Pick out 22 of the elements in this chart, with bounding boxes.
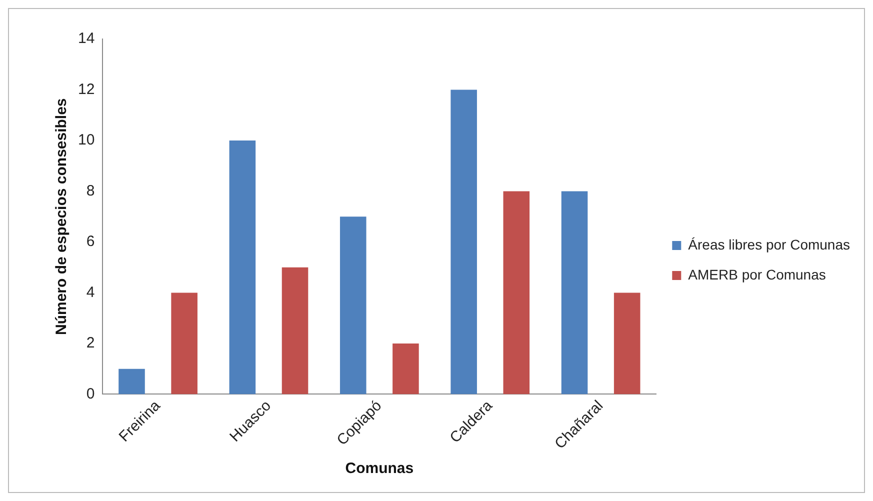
y-tick-label: 10 bbox=[78, 132, 95, 149]
bar bbox=[561, 191, 588, 394]
x-axis-title: Comunas bbox=[345, 460, 414, 478]
y-tick-label: 8 bbox=[86, 182, 95, 200]
bar bbox=[340, 216, 366, 394]
legend-label: AMERB por Comunas bbox=[688, 266, 826, 282]
bar bbox=[614, 292, 640, 394]
y-axis-title: Número de especios consesibles bbox=[53, 98, 70, 335]
y-tick-label: 12 bbox=[78, 80, 95, 98]
bar bbox=[118, 368, 145, 394]
y-tick-label: 2 bbox=[86, 334, 95, 352]
bar bbox=[503, 191, 530, 394]
bar bbox=[392, 343, 419, 394]
y-tick-label: 14 bbox=[78, 30, 95, 48]
y-tick-label: 0 bbox=[86, 385, 95, 402]
bar bbox=[229, 140, 256, 394]
bar bbox=[171, 292, 198, 394]
y-tick-label: 4 bbox=[86, 284, 95, 301]
legend-label: Áreas libres por Comunas bbox=[688, 236, 850, 252]
bar bbox=[282, 267, 308, 394]
y-tick-label: 6 bbox=[86, 233, 95, 250]
bar bbox=[450, 90, 477, 394]
